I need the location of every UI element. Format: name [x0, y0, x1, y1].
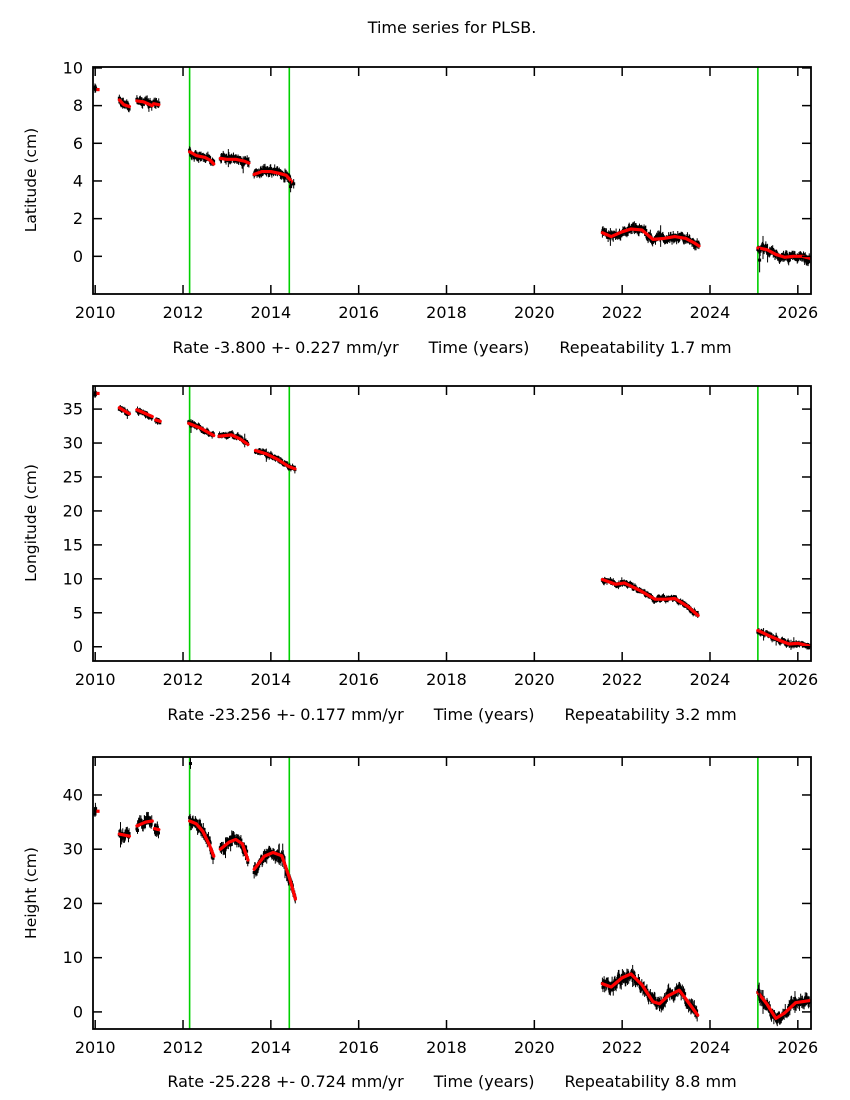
svg-text:30: 30 — [63, 840, 83, 859]
longitude-rate-label: Rate -23.256 +- 0.177 mm/yr — [167, 705, 404, 724]
latitude-observations — [93, 83, 811, 267]
svg-text:2024: 2024 — [690, 670, 731, 689]
svg-text:4: 4 — [73, 171, 83, 190]
svg-text:15: 15 — [63, 535, 83, 554]
svg-text:2012: 2012 — [163, 303, 204, 322]
height-outliers — [188, 758, 761, 1000]
longitude-panel: 2010 2012 2014 2016 2018 2020 2022 2024 2026 0 5 10… — [63, 385, 818, 689]
latitude-x-axis-title: Time (years) — [428, 338, 530, 357]
height-x-axis-title: Time (years) — [433, 1072, 535, 1091]
svg-text:20: 20 — [63, 501, 83, 520]
height-model-fit — [96, 809, 811, 1021]
svg-text:35: 35 — [63, 400, 83, 419]
svg-text:2016: 2016 — [338, 1038, 379, 1057]
svg-text:10: 10 — [63, 948, 83, 967]
svg-text:2: 2 — [73, 209, 83, 228]
height-panel: 2010 2012 2014 2016 2018 2020 2022 2024 2026 0 10 2… — [63, 756, 818, 1057]
svg-text:25: 25 — [63, 467, 83, 486]
svg-text:2010: 2010 — [75, 670, 116, 689]
svg-text:2010: 2010 — [75, 1038, 116, 1057]
svg-text:0: 0 — [73, 1002, 83, 1021]
svg-text:2010: 2010 — [75, 303, 116, 322]
svg-text:2024: 2024 — [690, 303, 731, 322]
svg-text:2012: 2012 — [163, 670, 204, 689]
svg-text:2024: 2024 — [690, 1038, 731, 1057]
chart-title: Time series for PLSB. — [367, 18, 537, 37]
svg-text:2022: 2022 — [602, 1038, 643, 1057]
svg-text:2022: 2022 — [602, 303, 643, 322]
svg-text:5: 5 — [73, 603, 83, 622]
longitude-repeatability-label: Repeatability 3.2 mm — [564, 705, 737, 724]
longitude-x-axis-title: Time (years) — [433, 705, 535, 724]
svg-text:2018: 2018 — [426, 303, 467, 322]
height-repeatability-label: Repeatability 8.8 mm — [564, 1072, 737, 1091]
latitude-event-lines — [188, 67, 759, 294]
svg-text:2016: 2016 — [338, 670, 379, 689]
svg-text:30: 30 — [63, 434, 83, 453]
svg-text:2020: 2020 — [514, 303, 555, 322]
svg-text:2018: 2018 — [426, 1038, 467, 1057]
svg-text:6: 6 — [73, 134, 83, 153]
latitude-outliers — [289, 179, 762, 273]
height-rate-label: Rate -25.228 +- 0.724 mm/yr — [167, 1072, 404, 1091]
longitude-event-lines — [188, 386, 759, 661]
longitude-model-fit — [96, 391, 811, 648]
height-axes-frame: 2010 2012 2014 2016 2018 2020 2022 2024 2026 0 10 2… — [63, 756, 818, 1057]
svg-text:2026: 2026 — [777, 670, 818, 689]
svg-text:2014: 2014 — [250, 303, 291, 322]
height-caption: Rate -25.228 +- 0.724 mm/yr Time (years)… — [93, 1072, 811, 1091]
svg-text:10: 10 — [63, 569, 83, 588]
svg-text:2014: 2014 — [250, 670, 291, 689]
svg-text:2026: 2026 — [777, 1038, 818, 1057]
svg-text:2012: 2012 — [163, 1038, 204, 1057]
svg-text:2020: 2020 — [514, 670, 555, 689]
latitude-model-fit — [96, 88, 811, 260]
svg-text:10: 10 — [63, 58, 83, 77]
svg-text:8: 8 — [73, 96, 83, 115]
latitude-caption: Rate -3.800 +- 0.227 mm/yr Time (years) … — [93, 338, 811, 357]
svg-text:0: 0 — [73, 247, 83, 266]
svg-text:40: 40 — [63, 785, 83, 804]
latitude-axes-frame: 2010 2012 2014 2016 2018 2020 2022 2024 2026 0 2 4 6… — [63, 58, 819, 322]
svg-text:2022: 2022 — [602, 670, 643, 689]
longitude-caption: Rate -23.256 +- 0.177 mm/yr Time (years)… — [93, 705, 811, 724]
latitude-repeatability-label: Repeatability 1.7 mm — [559, 338, 732, 357]
longitude-axes-frame: 2010 2012 2014 2016 2018 2020 2022 2024 2026 0 5 10… — [63, 385, 818, 689]
height-observations — [93, 802, 811, 1027]
svg-text:2020: 2020 — [514, 1038, 555, 1057]
svg-text:2026: 2026 — [777, 303, 818, 322]
height-event-lines — [188, 757, 759, 1029]
svg-text:0: 0 — [73, 637, 83, 656]
latitude-rate-label: Rate -3.800 +- 0.227 mm/yr — [172, 338, 399, 357]
svg-text:2016: 2016 — [338, 303, 379, 322]
latitude-panel: 2010 2012 2014 2016 2018 2020 2022 2024 2026 0 2 4 6… — [63, 58, 819, 322]
svg-text:20: 20 — [63, 894, 83, 913]
svg-text:2018: 2018 — [426, 670, 467, 689]
svg-text:2014: 2014 — [250, 1038, 291, 1057]
